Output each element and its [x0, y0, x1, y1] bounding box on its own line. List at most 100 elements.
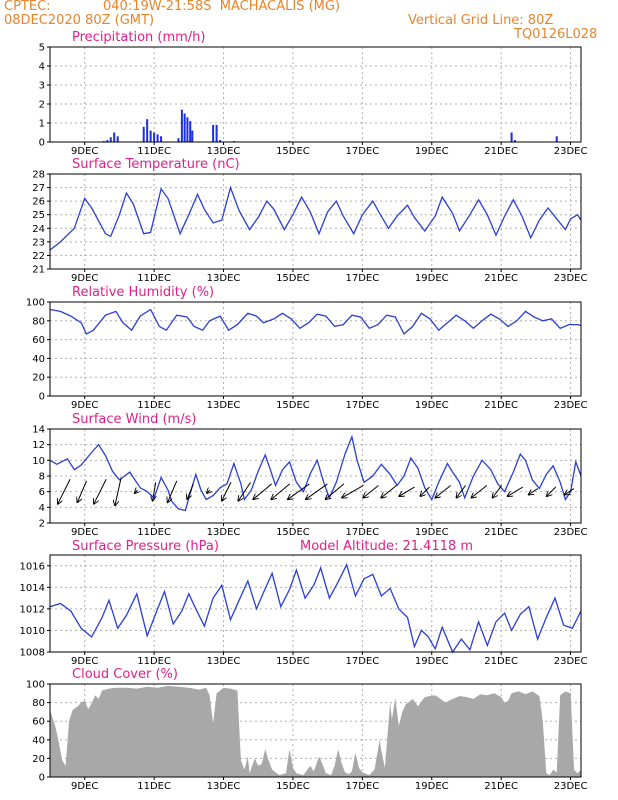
y-tick-label: 6	[39, 487, 45, 498]
wind-arrow	[420, 486, 430, 496]
x-tick-label: 11DEC	[137, 656, 171, 667]
wind-arrow	[77, 480, 88, 503]
x-tick-label: 23DEC	[554, 146, 588, 157]
y-tick-label: 26	[32, 197, 45, 208]
panel-5: 0 20 40 60 80 100 9DEC 11DEC 13DEC 15DEC 17DEC 19DE…	[26, 667, 588, 792]
x-tick-label: 13DEC	[207, 273, 241, 284]
x-tick-label: 13DEC	[207, 527, 241, 538]
series-line	[49, 185, 582, 251]
precip-bar	[113, 132, 116, 142]
panel-frame	[49, 173, 582, 270]
wind-arrow	[253, 483, 273, 500]
y-tick-label: 80	[32, 316, 45, 327]
y-tick-label: 8	[39, 472, 45, 483]
panel-title: Relative Humidity (%)	[72, 285, 214, 300]
precip-bar	[555, 136, 558, 142]
panel-title: Surface Wind (m/s)	[72, 412, 196, 427]
wind-arrow	[271, 483, 291, 500]
x-tick-label: 13DEC	[207, 781, 241, 792]
y-tick-label: 1014	[20, 583, 45, 594]
x-tick-label: 9DEC	[71, 656, 98, 667]
y-tick-label: 4	[39, 62, 45, 73]
panel-frame	[49, 46, 582, 143]
panel-title: Precipitation (mm/h)	[72, 30, 205, 45]
wind-arrow	[507, 486, 524, 496]
precip-bar	[149, 130, 152, 142]
wind-arrow	[238, 482, 251, 501]
cloud-area	[50, 685, 581, 777]
header-gridline: Vertical Grid Line: 80Z	[408, 13, 554, 28]
y-tick-label: 24	[32, 224, 45, 235]
y-tick-label: 23	[32, 237, 45, 248]
panel-4: 1008 1010 1012 1014 1016 9DEC 11DEC 13DEC 15DEC 1…	[20, 539, 588, 667]
precip-bar	[109, 137, 112, 142]
y-tick-label: 3	[39, 81, 45, 92]
y-tick-label: 1008	[20, 648, 45, 659]
x-tick-label: 17DEC	[345, 273, 379, 284]
y-tick-label: 60	[32, 717, 45, 728]
x-tick-label: 15DEC	[276, 527, 310, 538]
x-tick-label: 17DEC	[345, 527, 379, 538]
wind-arrow	[381, 485, 397, 497]
x-tick-label: 17DEC	[345, 400, 379, 411]
wind-arrow	[471, 485, 488, 497]
y-tick-label: 1012	[20, 604, 45, 615]
header-location: 040:19W-21:58S MACHACALIS (MG)	[103, 0, 340, 14]
wind-arrow	[58, 479, 71, 504]
y-tick-label: 40	[32, 354, 45, 365]
precip-bar	[219, 140, 222, 142]
wind-arrow	[363, 485, 379, 497]
x-tick-label: 17DEC	[345, 656, 379, 667]
wind-arrow	[135, 490, 138, 493]
x-tick-label: 13DEC	[207, 400, 241, 411]
x-tick-label: 21DEC	[484, 146, 518, 157]
series-line	[49, 562, 582, 654]
y-tick-label: 10	[32, 456, 45, 467]
x-tick-label: 15DEC	[276, 781, 310, 792]
wind-arrow	[547, 486, 557, 496]
precip-bar	[215, 124, 218, 142]
wind-arrow	[288, 483, 310, 500]
x-tick-label: 23DEC	[554, 781, 588, 792]
wind-arrow	[342, 485, 364, 497]
y-tick-label: 1010	[20, 626, 45, 637]
y-tick-label: 60	[32, 335, 45, 346]
panel-2: 0 20 40 60 80 100 9DEC 11DEC 13DEC 15DEC 17DEC 19DE…	[26, 285, 588, 411]
panel-1: 21 22 23 24 25 26 27 28 9DEC 11DEC 13DEC 15DEC 17DEC…	[32, 157, 587, 284]
x-tick-label: 11DEC	[137, 781, 171, 792]
y-tick-label: 1	[39, 119, 45, 130]
panel-subtitle: Model Altitude: 21.4118 m	[300, 539, 473, 554]
wind-arrow	[94, 479, 107, 504]
y-tick-label: 100	[26, 298, 45, 309]
precip-bar	[514, 140, 517, 142]
x-tick-label: 15DEC	[276, 656, 310, 667]
precip-bar	[142, 126, 145, 142]
x-tick-label: 23DEC	[554, 656, 588, 667]
x-tick-label: 21DEC	[484, 656, 518, 667]
y-tick-label: 40	[32, 735, 45, 746]
y-tick-label: 4	[39, 503, 45, 514]
precip-bar	[180, 109, 183, 142]
y-tick-label: 21	[32, 265, 45, 276]
x-tick-label: 17DEC	[345, 781, 379, 792]
y-tick-label: 0	[39, 773, 45, 784]
wind-arrow	[435, 485, 451, 497]
panel-frame	[49, 683, 582, 778]
x-tick-label: 19DEC	[415, 400, 449, 411]
wind-arrow	[325, 483, 345, 500]
series-line	[49, 308, 582, 336]
header-init-time: 08DEC2020 80Z (GMT)	[4, 13, 155, 28]
y-tick-label: 5	[39, 43, 45, 54]
precip-bar	[189, 121, 192, 142]
x-tick-label: 15DEC	[276, 400, 310, 411]
wind-arrow	[115, 477, 122, 506]
x-tick-label: 23DEC	[554, 527, 588, 538]
y-tick-label: 100	[26, 680, 45, 691]
y-tick-label: 1016	[20, 561, 45, 572]
panel-title: Surface Pressure (hPa)	[72, 539, 219, 554]
y-tick-label: 0	[39, 392, 45, 403]
wind-arrow	[187, 483, 194, 500]
y-tick-label: 27	[32, 183, 45, 194]
x-tick-label: 19DEC	[415, 527, 449, 538]
